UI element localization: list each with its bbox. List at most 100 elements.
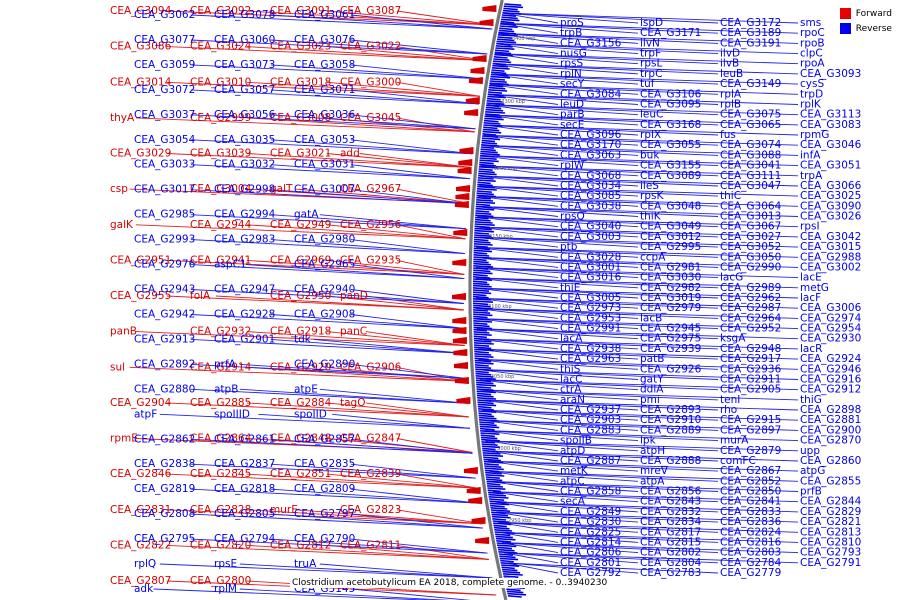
gene-label[interactable]: CEA_G3025: [800, 190, 861, 202]
gene-label[interactable]: rplM: [214, 583, 237, 595]
gene-label[interactable]: add: [340, 148, 360, 160]
gene-label[interactable]: thyA: [110, 112, 135, 124]
gene-label[interactable]: ispD: [640, 17, 663, 29]
gene-label[interactable]: CEA_G3111: [720, 170, 781, 182]
gene-label[interactable]: CEA_G2823: [340, 504, 401, 516]
gene-label[interactable]: CEA_G3033: [134, 159, 195, 171]
gene-label[interactable]: CEA_G3172: [720, 17, 781, 29]
gene-label[interactable]: spoIIB: [560, 435, 592, 447]
gene-label[interactable]: CEA_G3059: [134, 59, 195, 71]
gene-label[interactable]: CEA_G2791: [800, 557, 861, 569]
gene-label[interactable]: CEA_G2822: [110, 539, 171, 551]
gene-label[interactable]: adk: [134, 583, 154, 595]
gene-label[interactable]: aspC1: [214, 259, 247, 271]
gene-label[interactable]: CEA_G2994: [214, 209, 276, 221]
gene-label[interactable]: CEA_G3052: [720, 241, 781, 253]
gene-label[interactable]: thiE: [560, 282, 580, 294]
gene-label[interactable]: trpD: [800, 88, 823, 100]
gene-label[interactable]: CEA_G3035: [214, 134, 275, 146]
gene-label[interactable]: CEA_G3089: [640, 170, 701, 182]
gene-label[interactable]: galT: [270, 183, 293, 195]
gene-label[interactable]: ilvN: [640, 37, 660, 49]
gene-label[interactable]: ctrA: [560, 384, 582, 396]
gene-label[interactable]: CEA_G3061: [294, 9, 355, 21]
gene-label[interactable]: rpsE: [214, 558, 237, 570]
gene-label[interactable]: CEA_G2820: [190, 539, 251, 551]
gene-label[interactable]: CEA_G2954: [800, 323, 862, 335]
gene-label[interactable]: thiG: [800, 394, 822, 406]
gene-label[interactable]: CEA_G3003: [560, 231, 621, 243]
gene-label[interactable]: CEA_G3073: [214, 59, 275, 71]
gene-label[interactable]: CEA_G2969: [270, 254, 331, 266]
gene-label[interactable]: CEA_G3063: [560, 149, 621, 161]
gene-label[interactable]: CEA_G3087: [340, 5, 401, 17]
gene-label[interactable]: CEA_G2808: [134, 508, 195, 520]
gene-label[interactable]: CEA_G2998: [214, 184, 275, 196]
gene-label[interactable]: CEA_G2995: [640, 241, 701, 253]
gene-label[interactable]: CEA_G2967: [340, 183, 401, 195]
gene-label[interactable]: CEA_G2779: [720, 567, 781, 579]
gene-label[interactable]: CEA_G2987: [720, 302, 781, 314]
gene-label[interactable]: CEA_G2964: [720, 312, 782, 324]
gene-label[interactable]: CEA_G3018: [270, 76, 331, 88]
gene-label[interactable]: atpC: [560, 475, 585, 487]
gene-label[interactable]: CEA_G3060: [214, 34, 275, 46]
gene-label[interactable]: CEA_G2783: [640, 567, 701, 579]
gene-label[interactable]: sul: [110, 361, 125, 373]
gene-label[interactable]: CEA_G2951: [110, 254, 171, 266]
gene-label[interactable]: CEA_G2864: [190, 433, 252, 445]
gene-label[interactable]: ksgA: [720, 333, 746, 345]
gene-label[interactable]: CEA_G2908: [294, 309, 355, 321]
gene-label[interactable]: CEA_G2832: [640, 506, 701, 518]
gene-label[interactable]: atpB: [214, 383, 238, 395]
gene-label[interactable]: CEA_G2817: [640, 526, 701, 538]
gene-label[interactable]: CEA_G2784: [720, 557, 782, 569]
gene-label[interactable]: CEA_G3027: [720, 231, 781, 243]
gene-label[interactable]: CEA_G2809: [294, 483, 355, 495]
gene-label[interactable]: CEA_G3030: [640, 272, 701, 284]
gene-label[interactable]: secA: [560, 496, 586, 508]
gene-label[interactable]: CEA_G3041: [720, 160, 781, 172]
gene-label[interactable]: CEA_G3021: [270, 148, 331, 160]
gene-label[interactable]: atpF: [134, 408, 157, 420]
gene-label[interactable]: CEA_G3047: [720, 180, 781, 192]
gene-label[interactable]: rplQ: [134, 558, 156, 570]
gene-label[interactable]: nusG: [560, 48, 587, 60]
gene-label[interactable]: fus: [720, 129, 736, 141]
gene-label[interactable]: CEA_G2804: [640, 557, 702, 569]
gene-label[interactable]: CEA_G3019: [640, 292, 701, 304]
gene-label[interactable]: CEA_G2883: [560, 424, 621, 436]
gene-label[interactable]: prfA: [214, 358, 237, 370]
gene-label[interactable]: metK: [560, 465, 589, 477]
gene-label[interactable]: rplW: [560, 160, 585, 172]
gene-label[interactable]: CEA_G2974: [800, 312, 862, 324]
gene-label[interactable]: CEA_G2981: [640, 261, 701, 273]
gene-label[interactable]: rpoC: [800, 27, 825, 39]
gene-label[interactable]: trpC: [640, 68, 662, 80]
gene-label[interactable]: CEA_G2988: [800, 251, 861, 263]
gene-label[interactable]: CEA_G2989: [720, 282, 781, 294]
gene-label[interactable]: sms: [800, 17, 821, 29]
gene-label[interactable]: atpG: [800, 465, 825, 477]
gene-label[interactable]: pmi: [640, 394, 660, 406]
gene-label[interactable]: leuC: [640, 109, 663, 121]
gene-label[interactable]: panC: [340, 326, 367, 338]
gene-label[interactable]: CEA_G2936: [720, 363, 782, 375]
gene-label[interactable]: CEA_G2816: [720, 536, 782, 548]
gene-label[interactable]: CEA_G2851: [270, 468, 331, 480]
gene-label[interactable]: murA: [720, 435, 749, 447]
gene-label[interactable]: secY: [560, 78, 585, 90]
gene-label[interactable]: CEA_G3062: [134, 9, 195, 21]
gene-label[interactable]: thiS: [560, 363, 581, 375]
gene-label[interactable]: CEA_G2860: [800, 455, 861, 467]
gene-label[interactable]: CEA_G2903: [560, 414, 621, 426]
gene-label[interactable]: CEA_G2912: [800, 384, 861, 396]
gene-label[interactable]: CEA_G3064: [720, 200, 782, 212]
gene-label[interactable]: CEA_G3013: [720, 211, 781, 223]
gene-label[interactable]: CEA_G2980: [294, 234, 355, 246]
gene-label[interactable]: CEA_G3024: [190, 41, 252, 53]
gene-label[interactable]: CEA_G2917: [720, 353, 781, 365]
gene-label[interactable]: CEA_G2857: [294, 433, 355, 445]
gene-label[interactable]: CEA_G2802: [640, 547, 701, 559]
